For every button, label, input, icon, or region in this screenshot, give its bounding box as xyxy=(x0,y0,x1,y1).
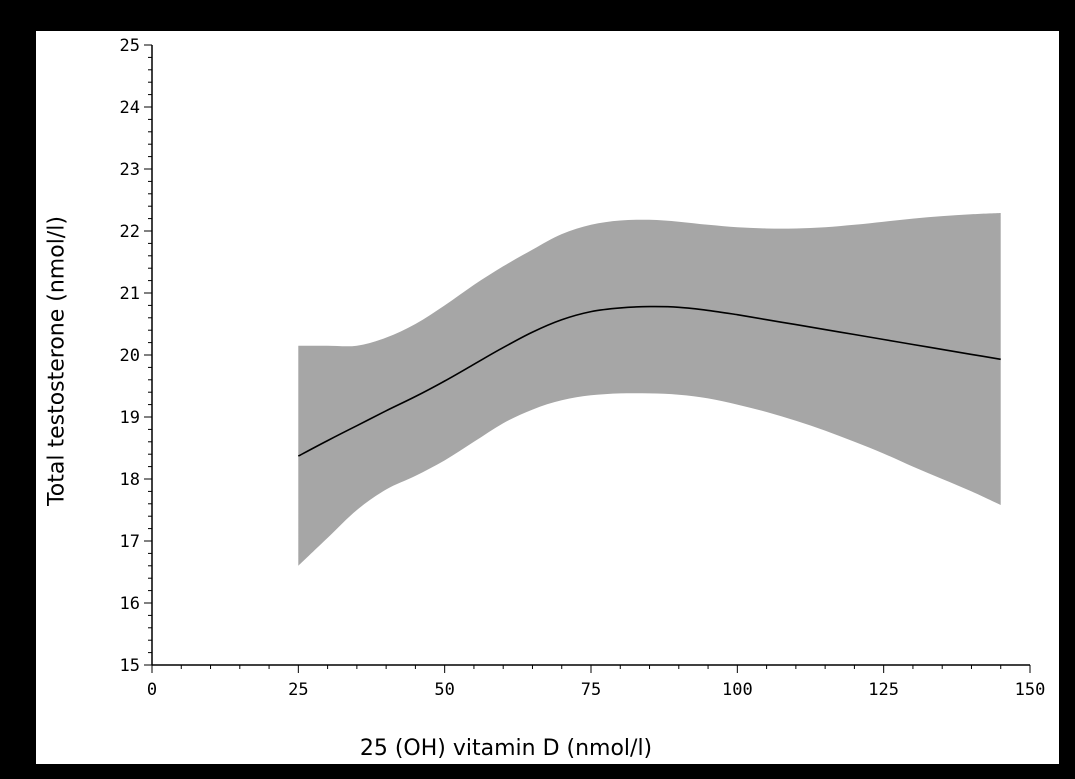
confidence-band xyxy=(298,213,1001,566)
y-tick-label: 16 xyxy=(120,594,140,614)
x-tick-label: 75 xyxy=(581,680,601,700)
chart-frame: 0 25 50 75 100 125 150 15 16 17 18 19 20 21 22 23 24 25 … xyxy=(36,31,1059,764)
chart-svg: 0 25 50 75 100 125 150 15 16 17 18 19 20 21 22 23 24 25 … xyxy=(45,36,1046,761)
y-tick-label: 22 xyxy=(120,222,140,242)
x-tick-label: 50 xyxy=(434,680,454,700)
y-tick-label: 23 xyxy=(120,160,140,180)
y-tick-label: 24 xyxy=(120,98,140,118)
x-tick-label: 150 xyxy=(1015,680,1046,700)
y-tick-label: 17 xyxy=(120,532,140,552)
y-tick-label: 25 xyxy=(120,36,140,56)
y-tick-label: 19 xyxy=(120,408,140,428)
x-tick-label: 0 xyxy=(147,680,157,700)
y-tick-label: 21 xyxy=(120,284,140,304)
x-axis-title: 25 (OH) vitamin D (nmol/l) xyxy=(360,736,652,761)
y-axis-title: Total testosterone (nmol/l) xyxy=(45,216,70,507)
x-tick-label: 100 xyxy=(722,680,753,700)
x-tick-label: 125 xyxy=(868,680,899,700)
y-tick-label: 15 xyxy=(120,656,140,676)
x-tick-label: 25 xyxy=(288,680,308,700)
y-tick-label: 20 xyxy=(120,346,140,366)
estimate-line xyxy=(297,305,1001,457)
y-tick-label: 18 xyxy=(120,470,140,490)
